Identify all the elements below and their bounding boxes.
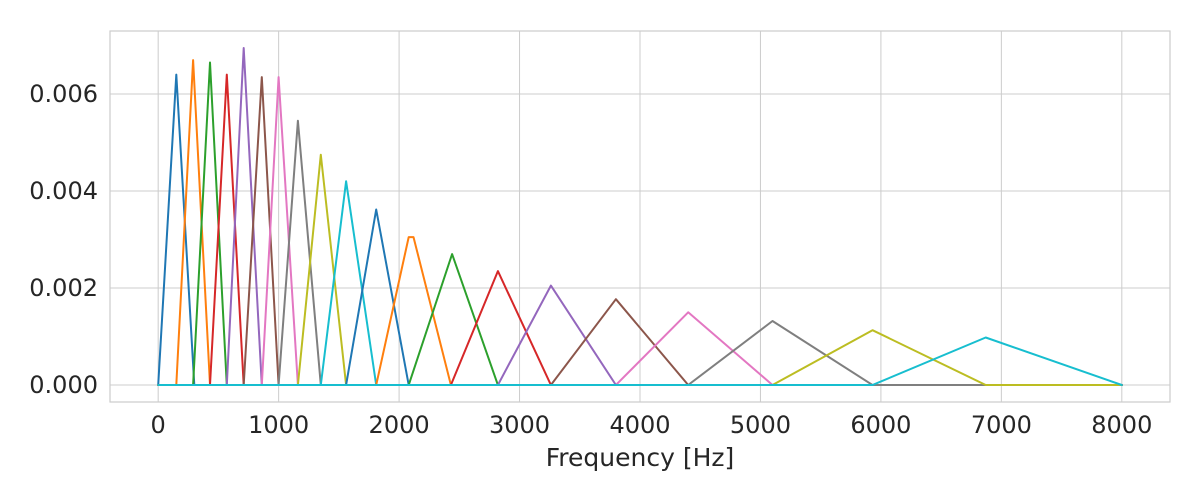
x-tick-label: 4000 bbox=[609, 411, 670, 439]
x-tick-label: 2000 bbox=[369, 411, 430, 439]
y-tick-label: 0.000 bbox=[29, 371, 98, 399]
y-tick-label: 0.006 bbox=[29, 80, 98, 108]
x-tick-label: 8000 bbox=[1091, 411, 1152, 439]
series-line-20 bbox=[157, 336, 1123, 386]
x-tick-label: 1000 bbox=[248, 411, 309, 439]
series-group bbox=[157, 47, 1123, 386]
y-tick-label: 0.004 bbox=[29, 177, 98, 205]
x-tick-label: 3000 bbox=[489, 411, 550, 439]
x-tick-label: 6000 bbox=[850, 411, 911, 439]
y-tick-label: 0.002 bbox=[29, 274, 98, 302]
x-tick-label: 7000 bbox=[971, 411, 1032, 439]
x-tick-label: 5000 bbox=[730, 411, 791, 439]
x-tick-label: 0 bbox=[151, 411, 166, 439]
x-tick-labels: 0 1000 2000 3000 4000 5000 6000 7000 8000 bbox=[151, 411, 1153, 439]
y-tick-labels: 0.000 0.002 0.004 0.006 bbox=[29, 80, 98, 399]
x-axis-label: Frequency [Hz] bbox=[546, 443, 735, 472]
